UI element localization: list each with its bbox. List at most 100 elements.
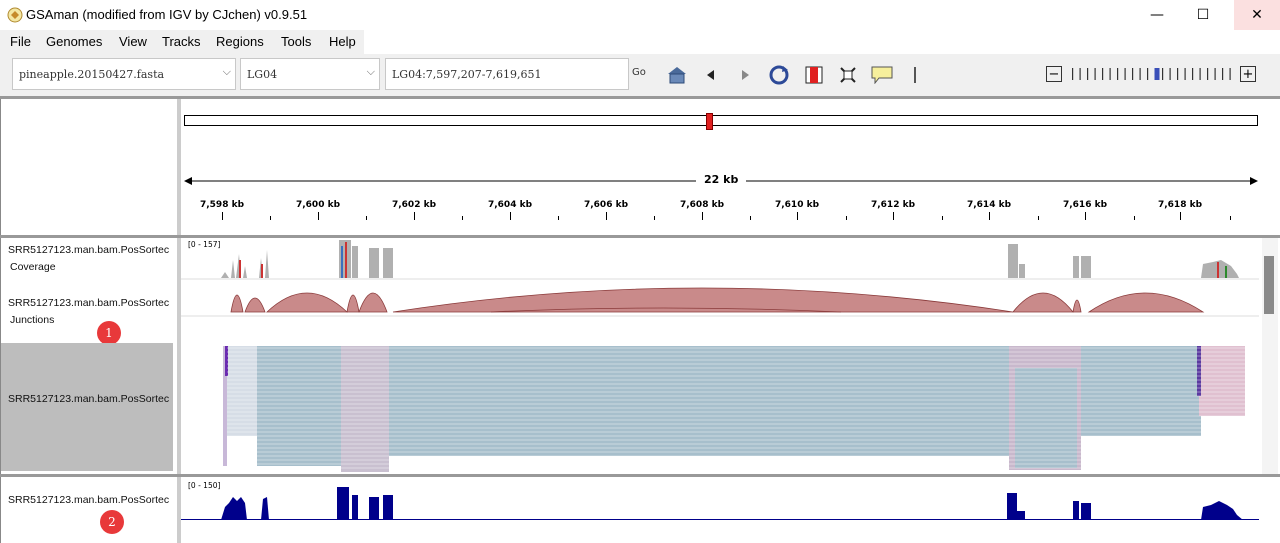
region-icon[interactable]	[803, 64, 825, 86]
lower-coverage-track[interactable]	[181, 477, 1261, 543]
menu-bar: File Genomes View Tracks Regions Tools H…	[0, 30, 364, 54]
ruler-tick	[797, 212, 798, 220]
roi-divider-icon[interactable]	[904, 64, 926, 86]
current-region-marker	[706, 113, 713, 130]
menu-tracks[interactable]: Tracks	[162, 34, 201, 49]
lower-track-name[interactable]: SRR5127123.man.bam.PosSortec	[8, 494, 170, 506]
menu-genomes[interactable]: Genomes	[46, 34, 103, 49]
chromosome-ideogram[interactable]	[184, 115, 1258, 126]
vertical-scrollbar[interactable]	[1262, 238, 1278, 474]
zoom-in-button[interactable]: +	[1240, 66, 1256, 82]
zoom-slider-tick	[1229, 68, 1231, 80]
panel-divider[interactable]	[0, 96, 1280, 99]
tick-label: 7,610 kb	[774, 200, 820, 210]
track-canvas[interactable]	[181, 238, 1261, 474]
close-button[interactable]: ✕	[1234, 0, 1280, 30]
name-panel-divider[interactable]	[177, 99, 181, 543]
alignment-track-name: SRR5127123.man.bam.PosSortec	[8, 393, 170, 405]
ruler-tick	[1180, 212, 1181, 220]
zoom-slider-tick	[1102, 68, 1104, 80]
resize-icon[interactable]	[837, 64, 859, 86]
go-button[interactable]: Go	[632, 67, 646, 78]
zoom-slider-tick	[1169, 68, 1171, 80]
tick-label: 7,604 kb	[487, 200, 533, 210]
lower-range-label: [0 - 150]	[188, 481, 221, 490]
zoom-slider-tick	[1124, 68, 1126, 80]
home-icon[interactable]	[666, 64, 688, 86]
tick-label: 7,614 kb	[966, 200, 1012, 210]
maximize-button[interactable]: ☐	[1196, 7, 1210, 23]
zoom-slider-tick	[1177, 68, 1179, 80]
zoom-slider-tick	[1222, 68, 1224, 80]
panel-divider[interactable]	[0, 235, 1280, 238]
tick-label: 7,598 kb	[199, 200, 245, 210]
zoom-out-button[interactable]: −	[1046, 66, 1062, 82]
alignment-track-name-box[interactable]: SRR5127123.man.bam.PosSortec	[1, 343, 173, 471]
tick-label: 7,600 kb	[295, 200, 341, 210]
chevron-down-icon: ⌵	[222, 65, 231, 78]
refresh-icon[interactable]	[768, 64, 790, 86]
ruler-minor-tick	[1134, 216, 1135, 220]
zoom-slider-tick	[1199, 68, 1201, 80]
coverage-track-name[interactable]: SRR5127123.man.bam.PosSortec	[8, 244, 170, 256]
ruler-minor-tick	[1038, 216, 1039, 220]
zoom-slider-tick	[1117, 68, 1119, 80]
title-bar: GSAman (modified from IGV by CJchen) v0.…	[0, 0, 1280, 30]
annotation-badge-1: 1	[97, 321, 121, 345]
coverage-track	[221, 240, 1239, 278]
ruler-minor-tick	[558, 216, 559, 220]
genome-dropdown[interactable]: pineapple.20150427.fasta ⌵	[12, 58, 236, 90]
junctions-track-sub: Junctions	[10, 314, 55, 326]
menu-view[interactable]: View	[119, 34, 147, 49]
annotation-badge-2: 2	[100, 510, 124, 534]
ruler-tick	[989, 212, 990, 220]
ruler-tick	[1085, 212, 1086, 220]
zoom-slider-tick	[1192, 68, 1194, 80]
zoom-slider-tick	[1072, 68, 1074, 80]
ruler-tick	[222, 212, 223, 220]
window-title: GSAman (modified from IGV by CJchen) v0.…	[26, 7, 308, 22]
ruler-minor-tick	[846, 216, 847, 220]
ruler-minor-tick	[366, 216, 367, 220]
tick-label: 7,616 kb	[1062, 200, 1108, 210]
minimize-button[interactable]: —	[1150, 7, 1164, 23]
alignment-track	[223, 346, 1245, 472]
zoom-slider-thumb	[1154, 68, 1160, 80]
menu-file[interactable]: File	[10, 34, 31, 49]
genome-value: pineapple.20150427.fasta	[19, 68, 165, 81]
chromosome-dropdown[interactable]: LG04 ⌵	[240, 58, 380, 90]
tick-label: 7,612 kb	[870, 200, 916, 210]
zoom-slider-tick	[1132, 68, 1134, 80]
back-icon[interactable]	[700, 64, 722, 86]
menu-regions[interactable]: Regions	[216, 34, 264, 49]
ruler-minor-tick	[942, 216, 943, 220]
ruler-tick	[606, 212, 607, 220]
ruler-minor-tick	[1230, 216, 1231, 220]
ruler-tick	[414, 212, 415, 220]
ruler-minor-tick	[750, 216, 751, 220]
junctions-track-name[interactable]: SRR5127123.man.bam.PosSortec	[8, 297, 170, 309]
zoom-slider-tick	[1079, 68, 1081, 80]
tick-label: 7,618 kb	[1157, 200, 1203, 210]
panel-divider[interactable]	[0, 474, 1280, 477]
tick-label: 7,608 kb	[679, 200, 725, 210]
coverage-range-label: [0 - 157]	[188, 240, 221, 249]
zoom-slider-tick	[1139, 68, 1141, 80]
zoom-slider-tick	[1207, 68, 1209, 80]
locus-input[interactable]: LG04:7,597,207-7,619,651	[385, 58, 629, 90]
ruler-minor-tick	[270, 216, 271, 220]
zoom-slider-tick	[1147, 68, 1149, 80]
menu-tools[interactable]: Tools	[281, 34, 312, 49]
ruler-tick	[510, 212, 511, 220]
forward-icon[interactable]	[734, 64, 756, 86]
locus-value: LG04:7,597,207-7,619,651	[392, 68, 542, 81]
popup-text-icon[interactable]	[871, 64, 893, 86]
chevron-down-icon: ⌵	[366, 65, 375, 78]
zoom-slider[interactable]	[1068, 65, 1236, 83]
junction-track	[230, 287, 1205, 313]
zoom-slider-tick	[1109, 68, 1111, 80]
menu-help[interactable]: Help	[329, 34, 356, 49]
zoom-slider-tick	[1087, 68, 1089, 80]
app-logo-icon	[7, 7, 23, 23]
scrollbar-thumb[interactable]	[1264, 256, 1274, 314]
